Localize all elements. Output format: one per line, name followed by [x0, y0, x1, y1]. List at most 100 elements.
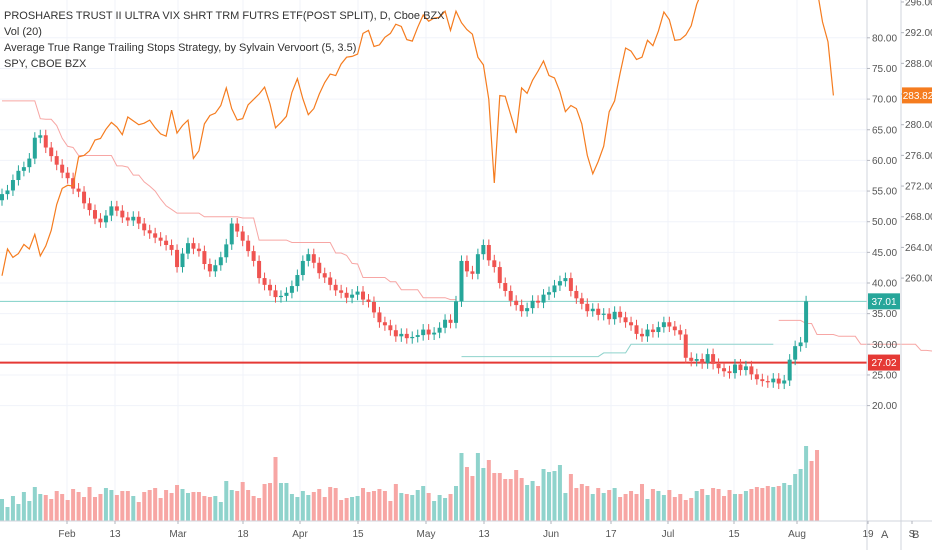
candle [694, 359, 699, 361]
right-axis-tick-label: 288.00 [905, 59, 932, 70]
volume-bar [388, 501, 393, 521]
volume-bar [475, 453, 480, 521]
candle [727, 371, 732, 374]
volume-bar [5, 507, 10, 521]
candle [705, 354, 710, 364]
candle [771, 378, 776, 383]
volume-bar [634, 494, 639, 521]
atr-stop-segment-down [778, 319, 932, 352]
candle [667, 322, 672, 327]
volume-bar [765, 486, 770, 521]
candle [793, 346, 798, 360]
volume-bar [229, 490, 234, 521]
volume-bar [361, 488, 366, 521]
volume-bar [10, 496, 15, 521]
volume-bar [612, 488, 617, 521]
left-axis-tick-label: 35.00 [872, 309, 897, 320]
volume-bar [202, 496, 207, 521]
left-axis-tick-label: 55.00 [872, 187, 897, 198]
horizontal-lines [0, 300, 867, 364]
volume-bar [98, 494, 103, 521]
right-axis-tick-label: 292.00 [905, 28, 932, 39]
candle [563, 278, 568, 282]
candle [306, 254, 311, 261]
candle [136, 216, 141, 224]
volume-bar [273, 457, 278, 521]
candle [213, 265, 218, 272]
candle [27, 158, 32, 168]
volume-bar [185, 493, 190, 521]
volume-bar [454, 486, 459, 521]
candle [404, 333, 409, 339]
right-axis-tick-label: 260.00 [905, 274, 932, 285]
candle [202, 251, 207, 264]
volume-bar [38, 494, 43, 521]
left-axis-tick-label: 20.00 [872, 401, 897, 412]
volume-bar [125, 491, 130, 521]
log-scale-button[interactable]: B [912, 529, 920, 541]
volume-bar [722, 496, 727, 521]
volume-bar [158, 498, 163, 521]
volume-bar [793, 474, 798, 521]
candle [519, 305, 524, 312]
volume-bar [618, 497, 623, 521]
candle [339, 290, 344, 293]
left-axis-tick-label: 75.00 [872, 64, 897, 75]
left-axis-tick-label: 30.00 [872, 340, 897, 351]
price-label-line: 27.02 [871, 358, 896, 369]
volume-bar [399, 493, 404, 521]
left-axis-tick-label: 50.00 [872, 217, 897, 228]
volume-bar [131, 496, 136, 521]
volume-bar [650, 489, 655, 521]
candle [175, 249, 180, 268]
volume-bar [437, 495, 442, 521]
candle [0, 194, 4, 201]
candle [579, 298, 584, 304]
candle [530, 300, 535, 309]
candle [114, 206, 119, 211]
volume-bar [322, 497, 327, 521]
volume-bar [525, 485, 530, 521]
candle [536, 300, 541, 303]
volume-bar [377, 489, 382, 521]
volume-bar [700, 489, 705, 521]
volume-bar [224, 481, 229, 521]
volume-bar [355, 496, 360, 521]
candle [16, 170, 21, 181]
candle [251, 251, 256, 261]
volume-bar [54, 491, 59, 521]
auto-scale-button[interactable]: A [881, 529, 889, 541]
volume-bar [585, 486, 590, 521]
candle [103, 215, 108, 223]
candle [311, 254, 316, 263]
volume-bar [804, 446, 809, 521]
volume-bar [344, 498, 349, 521]
candle [240, 231, 245, 241]
legend-strategy[interactable]: Average True Range Trailing Stops Strate… [4, 42, 357, 54]
candle [246, 240, 251, 252]
volume-bar [448, 494, 453, 521]
candle [672, 326, 677, 331]
candle [749, 366, 754, 375]
volume-bar [432, 501, 437, 521]
legend-main-symbol[interactable]: PROSHARES TRUST II ULTRA VIX SHRT TRM FU… [4, 10, 445, 22]
volume-bar [590, 494, 595, 521]
candle [273, 290, 278, 298]
volume-bar [552, 471, 557, 521]
legend-compare-symbol[interactable]: SPY, CBOE BZX [4, 58, 87, 70]
candle [10, 180, 15, 191]
candle [492, 260, 497, 268]
candle [525, 308, 530, 312]
volume-bar [639, 484, 644, 521]
left-axis-tick-label: 65.00 [872, 125, 897, 136]
volume-bar [683, 500, 688, 521]
legend-volume[interactable]: Vol (20) [4, 26, 42, 38]
candle [268, 284, 273, 291]
candle [32, 137, 37, 159]
candle [804, 301, 809, 343]
candle [743, 366, 748, 371]
candle [366, 299, 371, 303]
volume-bar [169, 493, 174, 521]
